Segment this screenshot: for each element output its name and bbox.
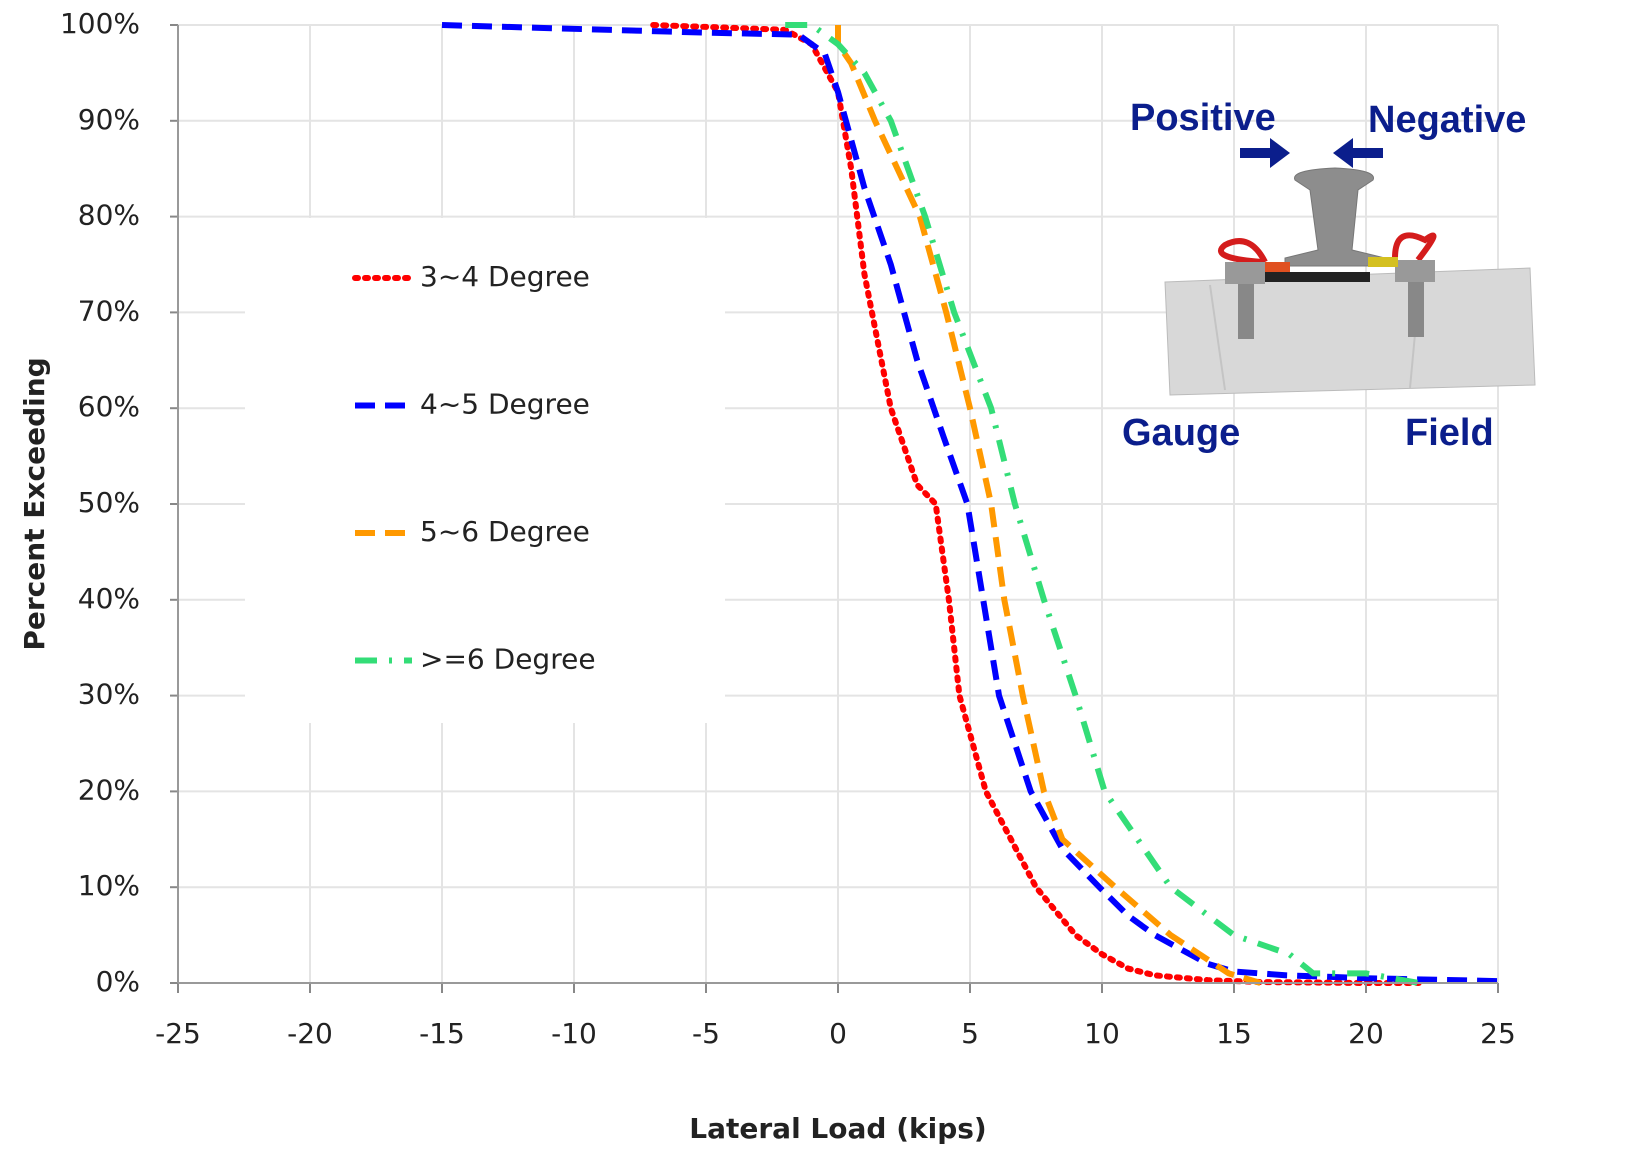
x-tick-label: 15 bbox=[1216, 1017, 1252, 1050]
x-tick-label: -10 bbox=[551, 1017, 597, 1050]
y-tick-label: 70% bbox=[78, 294, 140, 327]
annotation: Positive bbox=[1130, 97, 1276, 139]
x-tick-label: -5 bbox=[692, 1017, 720, 1050]
y-tick-label: 30% bbox=[78, 678, 140, 711]
legend-label: 3~4 Degree bbox=[420, 260, 590, 293]
rail-illustration bbox=[1164, 138, 1536, 396]
annotation: Field bbox=[1405, 412, 1494, 454]
series-line bbox=[441, 22, 1499, 985]
y-axis-title: Percent Exceeding bbox=[18, 357, 51, 650]
y-tick-label: 60% bbox=[78, 390, 140, 423]
legend-label: 4~5 Degree bbox=[420, 388, 590, 421]
x-tick-label: 10 bbox=[1084, 1017, 1120, 1050]
x-tick-label: -15 bbox=[419, 1017, 465, 1050]
series-line bbox=[835, 25, 1262, 986]
x-tick-label: 5 bbox=[961, 1017, 979, 1050]
y-tick-label: 20% bbox=[78, 773, 140, 806]
x-tick-label: 25 bbox=[1480, 1017, 1516, 1050]
series-line bbox=[650, 22, 1422, 986]
x-tick-label: -20 bbox=[287, 1017, 333, 1050]
y-tick-label: 40% bbox=[78, 582, 140, 615]
y-tick-label: 50% bbox=[78, 486, 140, 519]
y-tick-label: 90% bbox=[78, 103, 140, 136]
legend-label: >=6 Degree bbox=[420, 643, 596, 676]
legend-label: 5~6 Degree bbox=[420, 515, 590, 548]
x-tick-label: 0 bbox=[829, 1017, 847, 1050]
legend: 3~4 Degree 4~5 Degree 5~6 Degree >=6 Degree bbox=[352, 260, 596, 676]
annotation: Gauge bbox=[1122, 412, 1240, 454]
y-tick-label: 0% bbox=[96, 965, 140, 998]
legend-box bbox=[245, 218, 725, 723]
y-tick-label: 10% bbox=[78, 869, 140, 902]
x-tick-label: 20 bbox=[1348, 1017, 1384, 1050]
x-axis-title: Lateral Load (kips) bbox=[689, 1112, 986, 1145]
x-tick-label: -25 bbox=[155, 1017, 201, 1050]
annotation: Negative bbox=[1368, 99, 1526, 141]
y-tick-label: 80% bbox=[78, 199, 140, 232]
series-lines bbox=[441, 22, 1499, 986]
y-tick-label: 100% bbox=[60, 7, 140, 40]
series-line bbox=[785, 22, 1420, 986]
